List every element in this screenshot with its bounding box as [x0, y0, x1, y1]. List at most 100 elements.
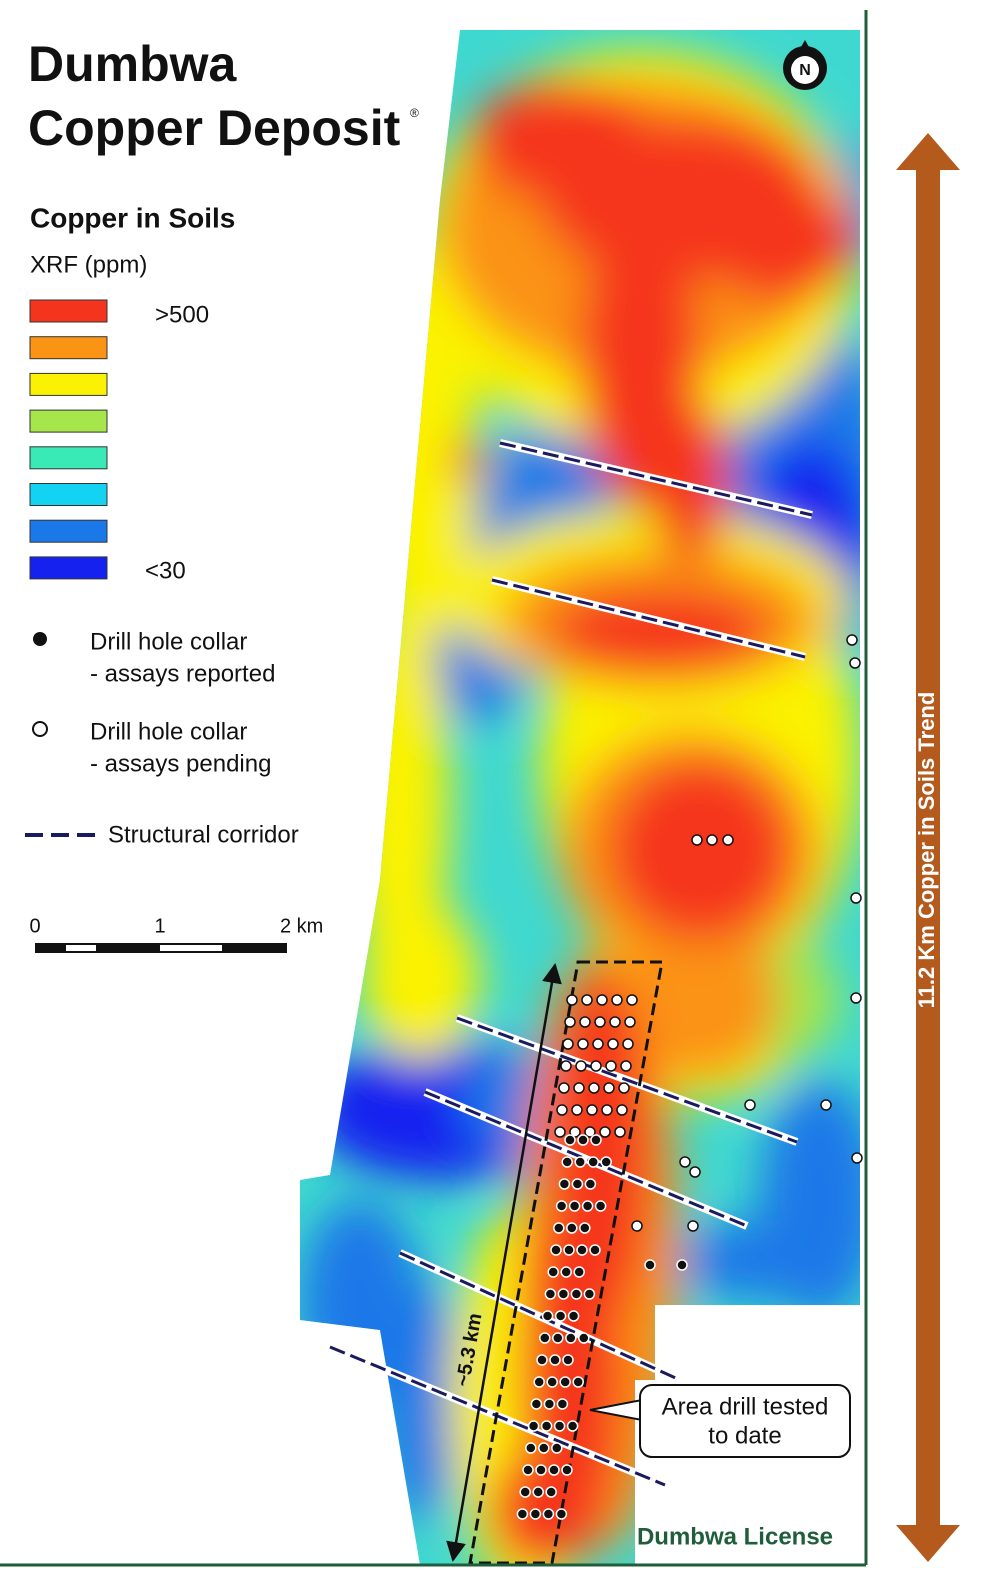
heat-blob: [380, 1280, 460, 1520]
drill-hole-reported: [519, 1486, 531, 1498]
legend-drill-pending: - assays pending: [90, 750, 271, 777]
scale-label: 0: [29, 915, 40, 937]
drill-hole-pending: [618, 1082, 630, 1094]
legend-swatch: [29, 409, 108, 433]
drill-hole-pending: [594, 1016, 606, 1028]
drill-hole-reported: [561, 1156, 573, 1168]
drill-hole-reported: [571, 1178, 584, 1190]
drill-hole-pending: [588, 1082, 600, 1094]
drill-hole-pending: [609, 1016, 621, 1028]
scale-bar: [160, 945, 222, 951]
drill-hole-reported: [539, 1332, 551, 1344]
drill-hole-reported: [552, 1332, 564, 1344]
scale-label: 2 km: [280, 915, 323, 937]
legend-drill-reported: - assays reported: [90, 660, 275, 687]
drill-hole-reported: [589, 1244, 601, 1256]
drill-hole-reported: [553, 1420, 566, 1432]
drill-hole-pending: [849, 657, 861, 669]
legend-swatch: [29, 299, 108, 323]
drill-hole-reported: [533, 1376, 545, 1388]
drill-hole-pending: [599, 1126, 611, 1138]
drill-hole-reported: [536, 1354, 548, 1366]
drill-hole-reported: [565, 1332, 577, 1344]
drill-hole-reported: [538, 1442, 550, 1454]
drill-hole-reported: [584, 1178, 597, 1190]
heat-blob: [700, 180, 860, 300]
drill-hole-reported: [583, 1288, 596, 1300]
drill-hole-reported: [579, 1222, 591, 1234]
drill-hole-reported: [578, 1332, 590, 1344]
drill-hole-pending: [571, 1104, 583, 1116]
drill-hole-pending: [689, 1166, 701, 1178]
drill-hole-reported: [543, 1398, 556, 1410]
heat-blob: [650, 400, 730, 560]
drill-hole-reported: [554, 1310, 567, 1322]
drill-hole-reported: [581, 1200, 594, 1212]
drill-hole-reported: [570, 1288, 583, 1300]
drill-hole-reported: [558, 1178, 571, 1190]
drill-hole-reported: [542, 1508, 555, 1520]
drill-hole-pending: [820, 1099, 832, 1111]
drill-hole-pending: [603, 1082, 615, 1094]
structural-corridor: [499, 441, 813, 517]
drill-hole-reported: [563, 1244, 575, 1256]
drill-hole-pending: [611, 994, 623, 1006]
drill-hole-reported: [562, 1354, 574, 1366]
drill-hole-reported: [556, 1398, 569, 1410]
drill-hole-reported: [600, 1156, 612, 1168]
drill-hole-reported: [527, 1420, 540, 1432]
legend-swatch: [29, 556, 108, 580]
drill-hole-reported: [644, 1259, 656, 1271]
legend-subtitle: XRF (ppm): [30, 251, 147, 278]
drill-hole-reported: [535, 1464, 547, 1476]
drill-hole-pending: [850, 992, 862, 1004]
drill-hole-reported: [587, 1156, 599, 1168]
drill-hole-reported: [555, 1508, 568, 1520]
legend-drill-pending: Drill hole collar: [90, 718, 247, 745]
drill-hole-pending: [575, 1060, 587, 1072]
drill-hole-pending: [850, 892, 862, 904]
drill-hole-reported: [553, 1222, 565, 1234]
drill-hole-pending: [722, 834, 734, 846]
drill-hole-pending: [614, 1126, 626, 1138]
legend-swatch: [29, 519, 108, 543]
heat-blob: [620, 920, 780, 1080]
heat-blob: [610, 760, 790, 940]
drill-hole-pending: [624, 1016, 636, 1028]
drill-hole-reported: [545, 1486, 557, 1498]
drill-hole-reported: [547, 1266, 559, 1278]
drill-hole-reported: [540, 1420, 553, 1432]
legend-swatch: [29, 483, 108, 506]
drill-hole-pending: [622, 1038, 634, 1050]
drill-hole-reported: [576, 1244, 588, 1256]
scale-bar: [66, 945, 96, 951]
drill-hole-pending: [626, 994, 638, 1006]
drill-hole-pending: [569, 1126, 581, 1138]
drill-hole-pending: [616, 1104, 628, 1116]
drill-hole-pending: [562, 1038, 574, 1050]
legend-drill-pending-symbol: [32, 721, 48, 737]
drill-hole-reported: [548, 1464, 560, 1476]
legend-high: >500: [155, 301, 209, 328]
drill-hole-pending: [691, 834, 703, 846]
drill-hole-reported: [568, 1200, 581, 1212]
drill-hole-pending: [846, 634, 858, 646]
legend-swatch: [29, 336, 108, 360]
drill-hole-reported: [566, 1222, 578, 1234]
drill-hole-reported: [594, 1200, 607, 1212]
drill-hole-pending: [744, 1099, 756, 1111]
drill-hole-reported: [560, 1266, 572, 1278]
drill-hole-reported: [577, 1134, 589, 1146]
structural-corridor: [456, 1016, 798, 1144]
drill-hole-reported: [525, 1442, 537, 1454]
drill-hole-reported: [516, 1508, 529, 1520]
drill-hole-pending: [564, 1016, 576, 1028]
drill-hole-reported: [566, 1420, 579, 1432]
north-arrow: [797, 40, 813, 54]
legend-drill-reported: Drill hole collar: [90, 628, 247, 655]
drill-hole-reported: [564, 1134, 576, 1146]
drill-hole-pending: [631, 1220, 643, 1232]
drill-hole-pending: [579, 1016, 591, 1028]
